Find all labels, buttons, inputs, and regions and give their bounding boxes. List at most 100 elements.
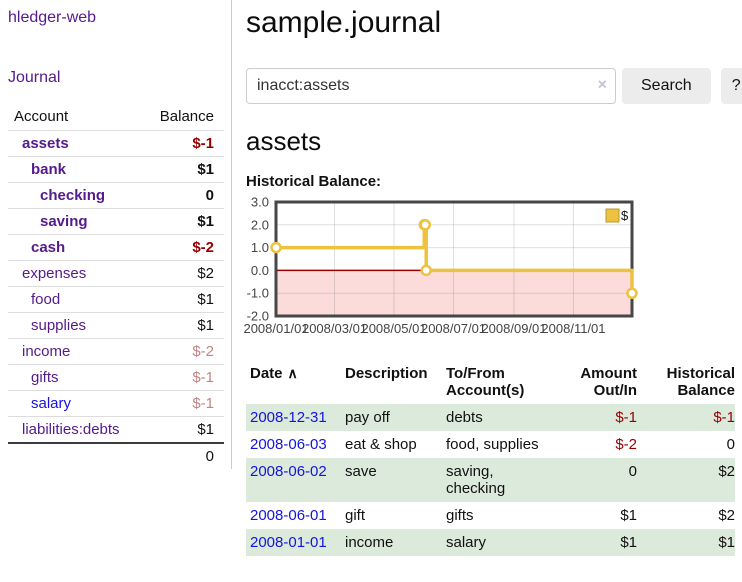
account-balance: $1 — [145, 156, 224, 183]
account-link[interactable]: supplies — [31, 317, 87, 334]
svg-text:2008/05/01: 2008/05/01 — [361, 321, 426, 336]
account-link[interactable]: assets — [22, 135, 69, 152]
svg-text:2008/09/01: 2008/09/01 — [481, 321, 546, 336]
transaction-balance: $2 — [718, 463, 735, 480]
register-row: 2008-06-02 save saving, checking 0 $2 — [246, 458, 735, 502]
account-row: cash $-2 — [8, 234, 224, 261]
account-row: gifts $-1 — [8, 364, 224, 391]
register-table: Date ∧ Description To/From Account(s) Amo… — [246, 360, 735, 556]
help-button[interactable]: ? — [720, 68, 742, 104]
account-balance: $-2 — [145, 234, 224, 261]
svg-text:1.0: 1.0 — [251, 240, 269, 255]
account-balance: $-1 — [145, 364, 224, 391]
register-header-description: Description — [345, 365, 428, 382]
account-row: assets $-1 — [8, 130, 224, 157]
account-balance: $1 — [145, 208, 224, 235]
account-balance: $-1 — [145, 130, 224, 157]
accounts-total-value: 0 — [145, 442, 224, 469]
register-header-balance: Historical Balance — [666, 365, 735, 399]
transaction-description: gift — [345, 507, 366, 524]
transaction-date-link[interactable]: 2008-01-01 — [250, 534, 327, 551]
transaction-description: save — [345, 463, 377, 480]
svg-text:2.0: 2.0 — [251, 217, 269, 232]
svg-text:0.0: 0.0 — [251, 263, 269, 278]
account-link[interactable]: income — [22, 343, 71, 360]
account-row: expenses $2 — [8, 260, 224, 287]
account-link[interactable]: food — [31, 291, 61, 308]
account-row: food $1 — [8, 286, 224, 313]
search-form: × Search ? — [246, 68, 742, 104]
accounts-table-body: assets $-1 bank $1 checking 0 saving $1 … — [8, 130, 224, 443]
account-link[interactable]: salary — [31, 395, 72, 412]
transaction-amount: $1 — [620, 507, 637, 524]
search-button[interactable]: Search — [622, 68, 711, 104]
transaction-accounts: gifts — [446, 507, 474, 524]
transaction-description: income — [345, 534, 394, 551]
search-input[interactable] — [246, 68, 616, 104]
transaction-date-link[interactable]: 2008-12-31 — [250, 409, 327, 426]
register-row: 2008-06-03 eat & shop food, supplies $-2… — [246, 431, 735, 458]
transaction-date-link[interactable]: 2008-06-03 — [250, 436, 327, 453]
transaction-date-link[interactable]: 2008-06-02 — [250, 463, 327, 480]
register-header-accounts: To/From Account(s) — [446, 365, 525, 399]
transaction-balance: 0 — [726, 436, 735, 453]
account-row: income $-2 — [8, 338, 224, 365]
sidebar-item-journal[interactable]: Journal — [8, 69, 61, 86]
transaction-description: eat & shop — [345, 436, 417, 453]
account-row: saving $1 — [8, 208, 224, 235]
historical-balance-chart: $3.0 2.0 1.0 0.0 -1.0 -2.0 2008/01/01 2008/03/0… — [243, 195, 742, 340]
transaction-accounts: food, supplies — [446, 436, 539, 453]
account-balance: $1 — [145, 416, 224, 443]
svg-text:2008/07/01: 2008/07/01 — [421, 321, 486, 336]
account-balance: $1 — [145, 312, 224, 339]
account-link[interactable]: gifts — [31, 369, 59, 386]
account-heading: assets — [246, 126, 322, 156]
transaction-balance: $2 — [718, 507, 735, 524]
svg-text:2008/11/01: 2008/11/01 — [541, 321, 605, 336]
register-header-date[interactable]: Date ∧ — [250, 365, 298, 382]
account-balance: $1 — [145, 286, 224, 313]
account-balance: $-2 — [145, 338, 224, 365]
transaction-date-link[interactable]: 2008-06-01 — [250, 507, 327, 524]
transaction-accounts: salary — [446, 534, 487, 551]
account-link[interactable]: saving — [40, 213, 88, 230]
transaction-accounts: saving, checking — [446, 463, 506, 497]
account-link[interactable]: expenses — [22, 265, 87, 282]
transaction-accounts: debts — [446, 409, 483, 426]
accounts-header-account: Account — [14, 108, 69, 125]
accounts-table-header-row: Account Balance — [8, 104, 224, 131]
svg-text:2008/03/01: 2008/03/01 — [302, 321, 367, 336]
transaction-amount: $-2 — [615, 436, 637, 453]
account-link[interactable]: cash — [31, 239, 66, 256]
account-link[interactable]: bank — [31, 161, 67, 178]
register-table-body: 2008-12-31 pay off debts $-1 $-1 2008-06… — [246, 404, 735, 556]
register-row: 2008-12-31 pay off debts $-1 $-1 — [246, 404, 735, 431]
account-link[interactable]: liabilities:debts — [22, 421, 120, 438]
transaction-balance: $-1 — [713, 409, 735, 426]
svg-text:2008/01/01: 2008/01/01 — [243, 321, 308, 336]
svg-text:3.0: 3.0 — [251, 195, 269, 210]
account-link[interactable]: checking — [40, 187, 106, 204]
account-row: liabilities:debts $1 — [8, 416, 224, 443]
clear-search-icon[interactable]: × — [597, 76, 607, 94]
sidebar: hledger-web Journal Account Balance asse… — [0, 0, 232, 469]
account-row: bank $1 — [8, 156, 224, 183]
app-title-link[interactable]: hledger-web — [8, 9, 97, 26]
sort-ascending-icon: ∧ — [287, 365, 298, 381]
account-row: supplies $1 — [8, 312, 224, 339]
transaction-balance: $1 — [718, 534, 735, 551]
transaction-amount: 0 — [628, 463, 637, 480]
accounts-header-balance: Balance — [159, 108, 214, 125]
svg-text:-1.0: -1.0 — [247, 286, 269, 301]
account-balance: $-1 — [145, 390, 224, 417]
account-row: salary $-1 — [8, 390, 224, 417]
svg-text:-2.0: -2.0 — [247, 309, 269, 324]
account-balance: 0 — [145, 182, 224, 209]
transaction-amount: $1 — [620, 534, 637, 551]
register-row: 2008-01-01 income salary $1 $1 — [246, 529, 735, 556]
page-title: sample.journal — [246, 6, 442, 39]
account-balance: $2 — [145, 260, 224, 287]
accounts-total-row: 0 — [8, 442, 224, 469]
register-header-amount: Amount Out/In — [580, 365, 637, 399]
chart-label: Historical Balance: — [246, 173, 382, 190]
